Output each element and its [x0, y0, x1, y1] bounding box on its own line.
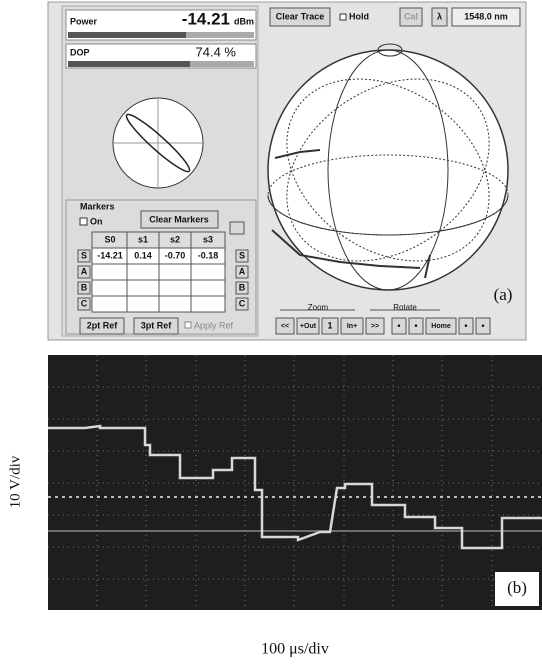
nav-label: +Out: [300, 323, 317, 330]
power-bar: [68, 32, 186, 38]
row-button-label: B: [81, 282, 88, 292]
dop-bar: [68, 61, 190, 67]
zoom-label: Zoom: [308, 303, 329, 312]
marker-icon[interactable]: [230, 222, 244, 234]
cell: -0.18: [198, 250, 219, 260]
column-header: s1: [138, 234, 148, 244]
nav-label: •: [414, 320, 417, 330]
nav-label: In+: [347, 323, 357, 330]
clear-markers-label: Clear Markers: [149, 214, 209, 224]
dop-label: DOP: [70, 47, 90, 57]
nav-label: •: [464, 320, 467, 330]
on-checkbox[interactable]: [80, 218, 87, 225]
nav-label: >>: [371, 323, 379, 330]
column-header: s2: [170, 234, 180, 244]
apply-ref-checkbox[interactable]: [185, 322, 191, 328]
hold-label: Hold: [349, 11, 369, 21]
x-axis-label: 100 μs/div: [261, 641, 329, 658]
nav-label: 1: [327, 320, 332, 330]
column-header: s3: [203, 234, 213, 244]
nav-label: Home: [431, 323, 451, 330]
cell: 0.14: [134, 250, 152, 260]
nav-label: •: [481, 320, 484, 330]
cell: -14.21: [97, 250, 123, 260]
row-button-label: C: [239, 298, 246, 308]
y-axis-label: 10 V/div: [7, 455, 23, 508]
marker-table: S0 s1 s2 s3 -14.21 0.14 -0.70 -0.18: [92, 232, 225, 312]
row-button-label: B: [239, 282, 246, 292]
page: Power -14.21 dBm DOP 74.4 % Markers On C…: [0, 0, 542, 667]
figure: Power -14.21 dBm DOP 74.4 % Markers On C…: [0, 0, 542, 667]
cal-label: Cal: [404, 11, 418, 21]
clear-trace-label: Clear Trace: [276, 11, 325, 21]
sphere-outline: [268, 50, 508, 290]
ref-button-label: 2pt Ref: [87, 320, 119, 330]
dop-value: 74.4 %: [196, 44, 237, 59]
power-unit: dBm: [234, 16, 254, 26]
nav-label: <<: [281, 323, 289, 330]
wavelength: 1548.0 nm: [464, 11, 508, 21]
panel-label: (b): [507, 578, 527, 597]
ref-button-label: 3pt Ref: [141, 320, 173, 330]
power-value: -14.21: [182, 9, 230, 28]
panel-label: (a): [494, 285, 513, 304]
column-header: S0: [104, 234, 115, 244]
row-button-label: A: [239, 266, 246, 276]
rotate-label: Rotate: [393, 303, 417, 312]
row-button-label: S: [239, 250, 245, 260]
power-label: Power: [70, 16, 98, 26]
lambda-label: λ: [437, 11, 442, 21]
apply-ref-label: Apply Ref: [194, 320, 234, 330]
row-button-label: S: [81, 250, 87, 260]
on-label: On: [90, 216, 103, 226]
cell: -0.70: [165, 250, 186, 260]
row-button-label: C: [81, 298, 88, 308]
markers-title: Markers: [80, 201, 115, 211]
hold-checkbox[interactable]: [340, 14, 346, 20]
row-button-label: A: [81, 266, 88, 276]
scope-screen: [48, 355, 542, 610]
nav-label: •: [397, 320, 400, 330]
